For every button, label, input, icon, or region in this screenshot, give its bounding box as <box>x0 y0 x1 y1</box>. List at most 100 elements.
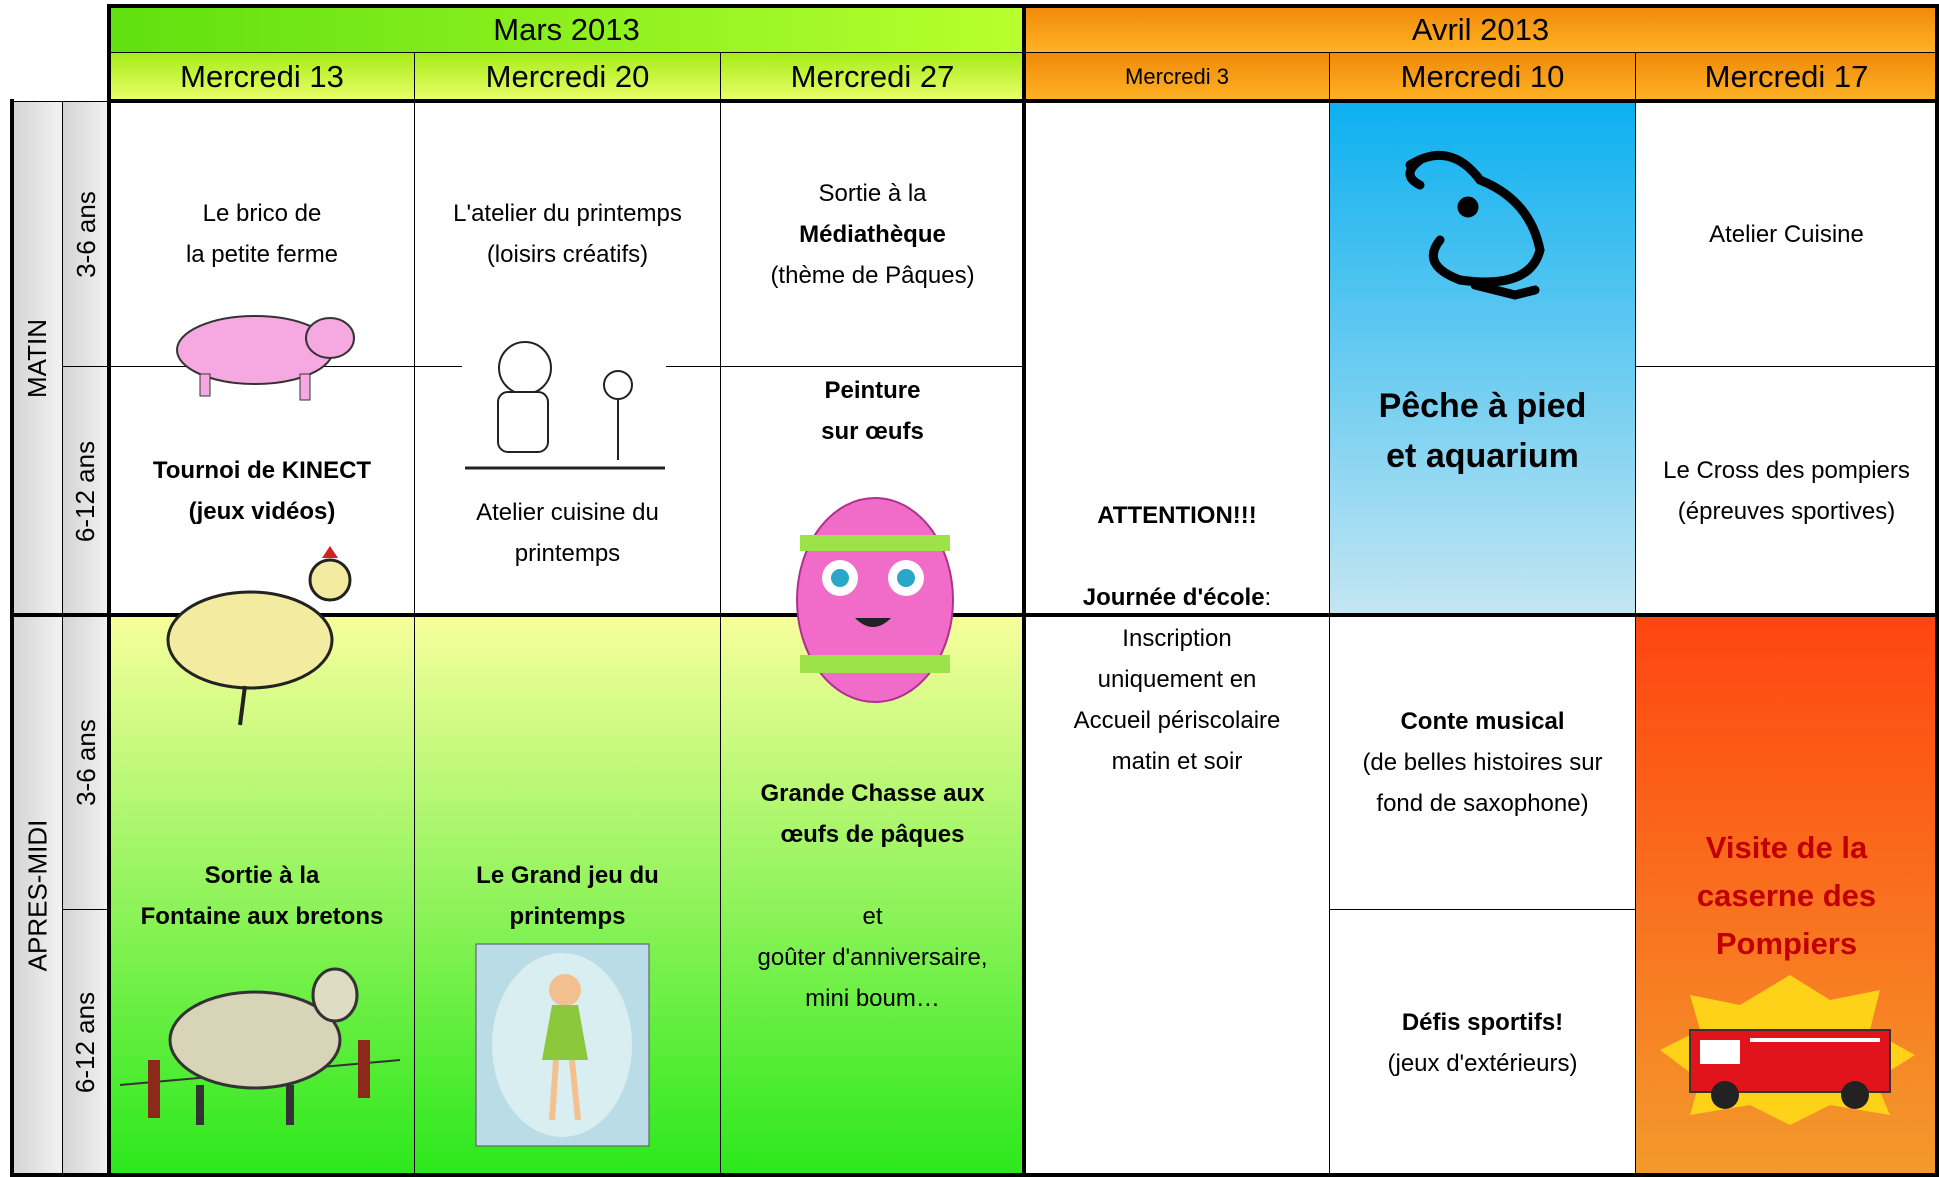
separator <box>10 613 1939 617</box>
text-line: et <box>757 896 987 937</box>
text-segment: ATTENTION!!! <box>1097 502 1257 529</box>
text-line: Sortie à la <box>770 173 974 214</box>
text-line: Le brico de <box>186 193 338 234</box>
text-block: Visite de la caserne des Pompiers <box>1697 824 1876 968</box>
text-segment: (thème de Pâques) <box>770 261 975 289</box>
text-line: uniquement en <box>1074 659 1281 700</box>
text-line: fond de saxophone) <box>1362 783 1602 824</box>
text-segment: uniquement en <box>1097 666 1257 693</box>
text-segment: Atelier cuisine du <box>476 499 659 526</box>
text-segment: œufs de pâques <box>780 820 965 848</box>
activity-cell: Tournoi de KINECT (jeux vidéos) <box>109 366 415 616</box>
text-block: Grande Chasse aux œufs de pâques <box>757 773 987 855</box>
day-header: Mercredi 3 <box>1024 52 1330 102</box>
activity-text: Le Cross des pompiers (épreuves sportives… <box>1663 450 1910 532</box>
text-segment: Inscription <box>1122 625 1232 652</box>
text-block: Le Cross des pompiers (épreuves sportives… <box>1663 450 1910 532</box>
age-label: 3-6 ans <box>62 101 110 367</box>
text-segment: Le brico de <box>202 200 322 227</box>
text-segment: (de belles histoires sur <box>1362 749 1603 776</box>
text-line: (de belles histoires sur <box>1362 742 1602 783</box>
separator <box>10 99 14 1177</box>
activity-cell: Atelier cuisine du printemps <box>414 366 721 616</box>
text-line: Atelier Cuisine <box>1709 214 1864 255</box>
text-line: (thème de Pâques) <box>770 255 974 296</box>
text-line: printemps <box>476 896 659 937</box>
activity-text: Atelier Cuisine <box>1709 214 1864 255</box>
period-text: APRES-MIDI <box>22 819 52 972</box>
text-segment: Défis sportifs! <box>1401 1008 1564 1036</box>
age-text: 3-6 ans <box>70 719 101 806</box>
activity-cell: Le Grand jeu du printemps <box>414 615 721 1176</box>
text-segment: (loisirs créatifs) <box>486 241 649 268</box>
text-line: (épreuves sportives) <box>1663 491 1910 532</box>
text-line: et aquarium <box>1379 431 1587 481</box>
activity-text: Visite de la caserne des Pompiers <box>1697 824 1876 968</box>
text-line: caserne des <box>1697 872 1876 920</box>
text-line: la petite ferme <box>186 234 338 275</box>
text-segment: la petite ferme <box>185 241 339 268</box>
text-block: Atelier cuisine du printemps <box>476 492 659 574</box>
text-segment: Médiathèque <box>799 220 946 248</box>
text-line: printemps <box>476 533 659 574</box>
activity-cell: L'atelier du printemps (loisirs créatifs) <box>414 101 721 367</box>
activity-text: L'atelier du printemps (loisirs créatifs) <box>453 193 682 275</box>
text-segment: et aquarium <box>1386 436 1579 475</box>
text-segment: fond de saxophone) <box>1376 790 1589 817</box>
text-line: mini boum… <box>757 978 987 1019</box>
month-header: Avril 2013 <box>1024 6 1937 53</box>
text-line: Tournoi de KINECT <box>153 450 371 491</box>
day-label: Mercredi 17 <box>1704 59 1869 94</box>
text-segment: Tournoi de KINECT <box>152 457 372 484</box>
text-line: Sortie à la <box>141 855 384 896</box>
text-block: L'atelier du printemps (loisirs créatifs) <box>453 193 682 275</box>
text-line: Inscription <box>1074 618 1281 659</box>
age-text: 6-12 ans <box>70 440 101 542</box>
text-line: sur œufs <box>821 411 924 452</box>
text-segment: sur œufs <box>821 418 924 445</box>
text-segment: matin et soir <box>1111 748 1243 775</box>
text-block: Conte musical (de belles histoires sur fon… <box>1362 701 1602 824</box>
text-segment: Grande Chasse aux <box>760 779 985 807</box>
text-line: Conte musical <box>1362 701 1602 742</box>
text-segment: L'atelier du printemps <box>453 200 682 227</box>
text-line: (jeux d'extérieurs) <box>1388 1043 1578 1084</box>
activity-cell: Conte musical (de belles histoires sur fon… <box>1329 615 1636 910</box>
text-segment: Pêche à pied <box>1378 386 1587 425</box>
text-segment: Conte musical <box>1400 708 1565 735</box>
text-block: Atelier Cuisine <box>1709 214 1864 255</box>
text-segment: (jeux d'extérieurs) <box>1387 1049 1578 1077</box>
activity-text: Tournoi de KINECT (jeux vidéos) <box>153 450 371 532</box>
text-block: Peinture sur œufs <box>821 370 924 452</box>
text-block: Journée d'école: Inscription uniquement en… <box>1074 577 1281 782</box>
text-segment: (épreuves sportives) <box>1677 498 1896 525</box>
text-block: et goûter d'anniversaire, mini boum… <box>757 896 987 1019</box>
activity-text: ATTENTION!!! Journée d'école: Inscription u… <box>1074 495 1281 782</box>
text-segment: Peinture <box>824 377 921 404</box>
text-line: L'atelier du printemps <box>453 193 682 234</box>
activity-cell: Le brico de la petite ferme <box>109 101 415 367</box>
text-line: Grande Chasse aux <box>757 773 987 814</box>
text-segment: Sortie à la <box>818 179 927 207</box>
text-segment: : <box>1264 584 1272 611</box>
text-line: Le Grand jeu du <box>476 855 659 896</box>
text-line: Peinture <box>821 370 924 411</box>
text-segment: et <box>862 902 883 930</box>
text-line: Pêche à pied <box>1379 381 1587 431</box>
text-block: ATTENTION!!! <box>1074 495 1281 536</box>
day-header: Mercredi 27 <box>720 52 1025 102</box>
text-segment: Journée d'école <box>1082 584 1265 611</box>
text-segment: goûter d'anniversaire, <box>757 943 988 971</box>
text-block: Tournoi de KINECT (jeux vidéos) <box>153 450 371 532</box>
text-segment: Atelier Cuisine <box>1709 220 1864 248</box>
text-line: ATTENTION!!! <box>1074 495 1281 536</box>
activity-cell: Atelier Cuisine <box>1635 101 1938 367</box>
age-label: 6-12 ans <box>62 909 110 1176</box>
activity-text: Sortie à la Fontaine aux bretons <box>141 855 384 937</box>
month-label: Mars 2013 <box>493 11 640 47</box>
activity-cell: Pêche à pied et aquarium <box>1329 101 1636 616</box>
activity-cell: Sortie à la Médiathèque (thème de Pâques) <box>720 101 1025 367</box>
activity-text: Sortie à la Médiathèque (thème de Pâques) <box>770 173 974 296</box>
age-label: 3-6 ans <box>62 615 110 910</box>
